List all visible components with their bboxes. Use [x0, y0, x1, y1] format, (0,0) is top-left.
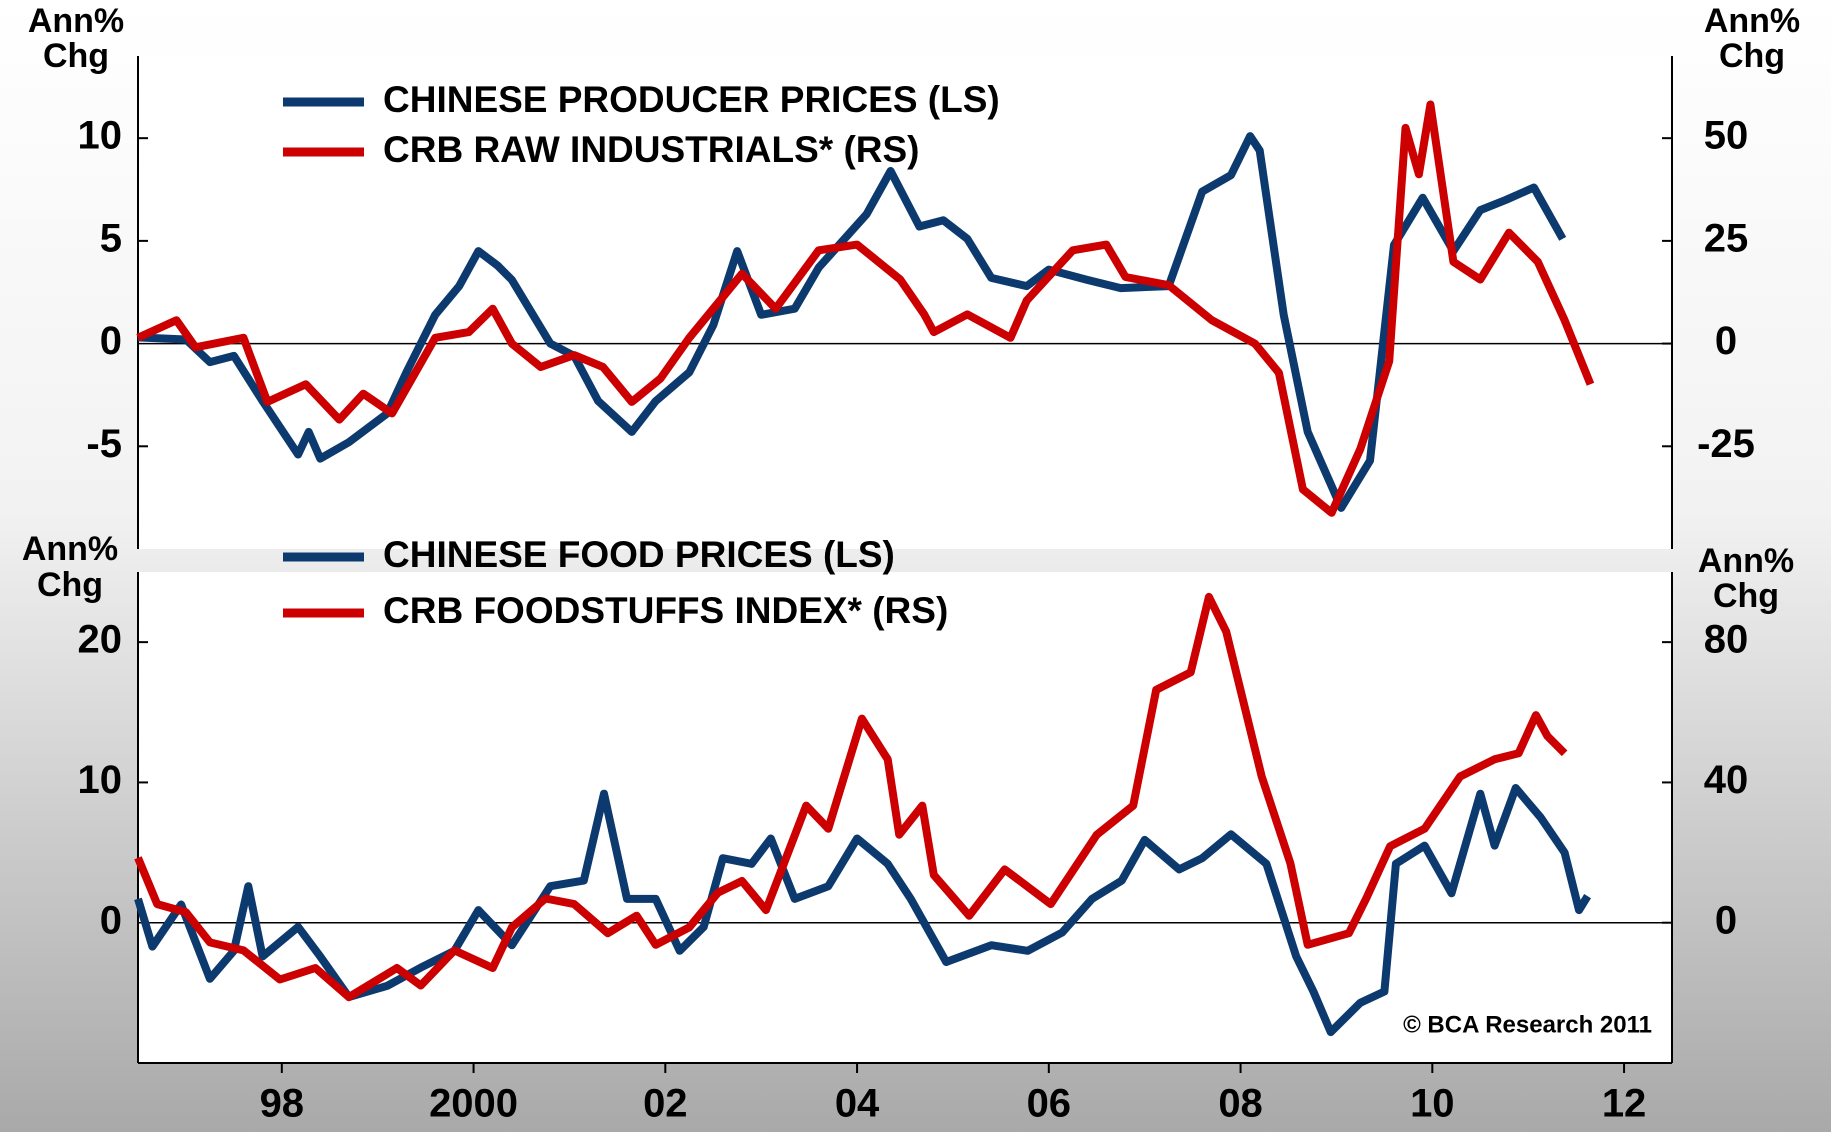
y2-tick-label: 80 — [1704, 618, 1749, 662]
y-tick-label: 10 — [78, 114, 123, 158]
x-tick-label: 06 — [1027, 1082, 1072, 1126]
y-tick-label: 5 — [100, 216, 122, 260]
x-tick-label: 98 — [260, 1082, 305, 1126]
plot-area-top — [138, 56, 1672, 549]
x-tick-label: 04 — [835, 1082, 880, 1126]
legend-label: CRB RAW INDUSTRIALS* (RS) — [383, 129, 919, 170]
axis-unit-label: Ann% — [1704, 2, 1800, 40]
axis-unit-label: Chg — [37, 566, 103, 604]
x-tick-label: 10 — [1410, 1082, 1455, 1126]
y-tick-label: 0 — [100, 898, 122, 942]
axis-unit-label: Chg — [1719, 37, 1785, 75]
x-tick-label: 02 — [643, 1082, 688, 1126]
series-line — [134, 592, 1568, 1002]
legend-label: CHINESE PRODUCER PRICES (LS) — [383, 79, 1000, 120]
y-tick-label: -5 — [86, 422, 122, 466]
axis-unit-label: Ann% — [1698, 542, 1794, 580]
y2-tick-label: -25 — [1697, 422, 1755, 466]
y2-tick-label: 0 — [1715, 898, 1737, 942]
y-tick-label: 10 — [78, 758, 123, 802]
axis-unit-label: Ann% — [28, 2, 124, 40]
series-line — [136, 100, 1595, 517]
axis-unit-label: Chg — [1713, 577, 1779, 615]
y2-tick-label: 25 — [1704, 216, 1749, 260]
x-tick-label: 12 — [1602, 1082, 1647, 1126]
axis-unit-label: Chg — [43, 37, 109, 75]
y2-tick-label: 0 — [1715, 319, 1737, 363]
axis-unit-label: Ann% — [22, 530, 118, 568]
y2-tick-label: 40 — [1704, 758, 1749, 802]
series-line — [137, 132, 1567, 512]
y2-tick-label: 50 — [1704, 114, 1749, 158]
y-tick-label: 20 — [78, 618, 123, 662]
x-tick-label: 2000 — [429, 1082, 518, 1126]
legend-label: CHINESE FOOD PRICES (LS) — [383, 534, 895, 575]
y-tick-label: 0 — [100, 319, 122, 363]
annotation: © BCA Research 2011 — [1403, 1011, 1652, 1038]
legend-label: CRB FOODSTUFFS INDEX* (RS) — [383, 590, 948, 631]
x-tick-label: 08 — [1218, 1082, 1263, 1126]
